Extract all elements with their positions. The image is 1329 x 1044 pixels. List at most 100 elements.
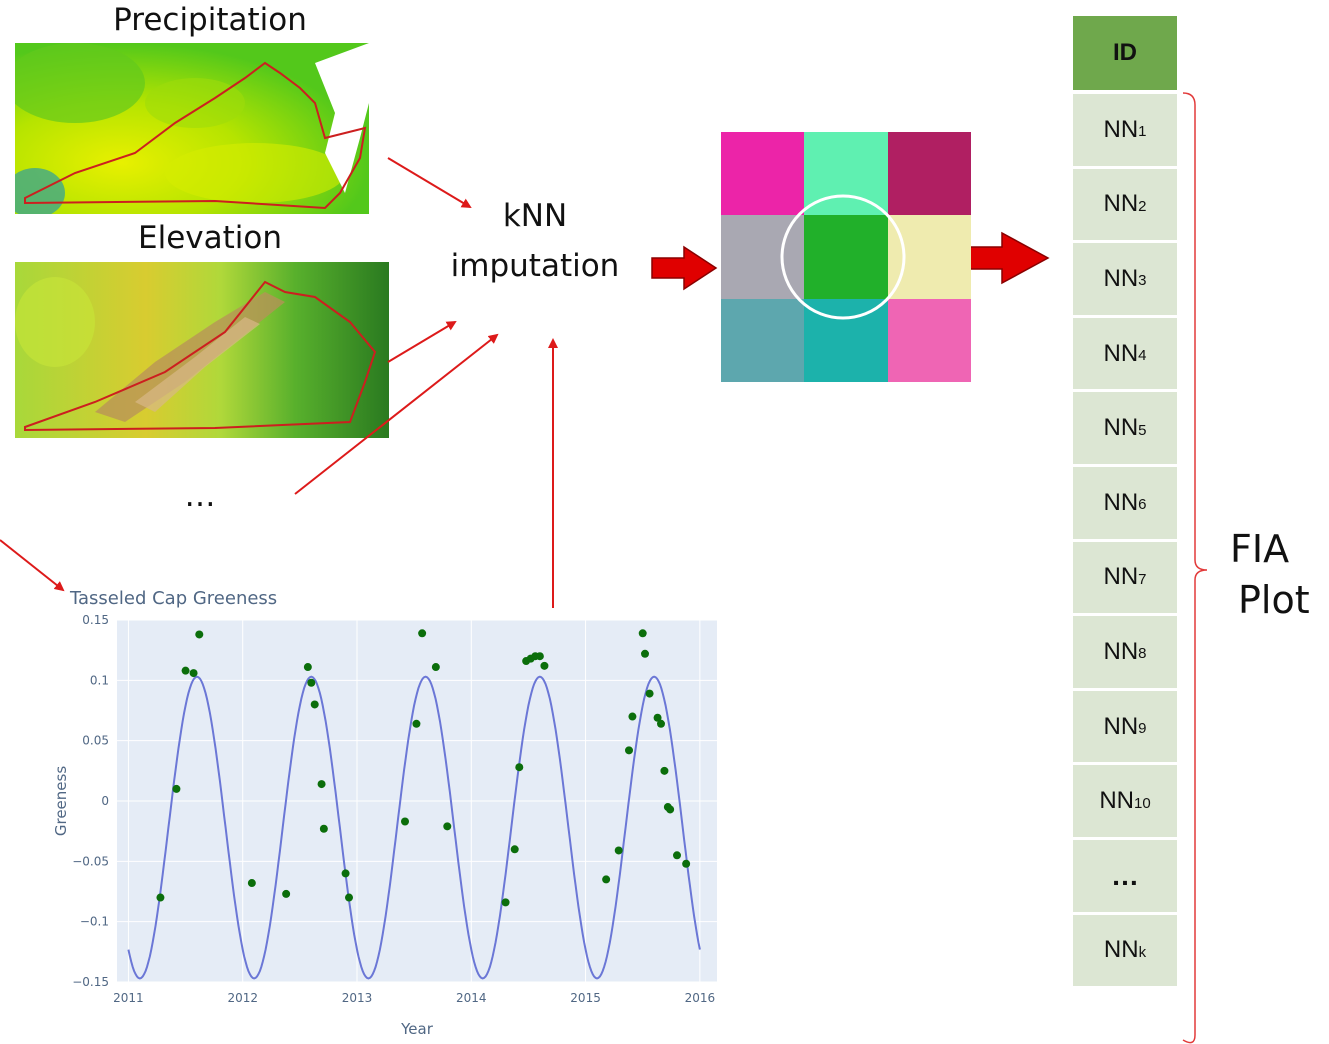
data-point (303, 663, 312, 672)
fia-label: FIA (1230, 527, 1290, 571)
data-point (307, 678, 316, 687)
arrow-precip (387, 157, 472, 209)
data-point (418, 629, 427, 638)
row-label: NN (1103, 712, 1139, 740)
row-subscript: 10 (1133, 794, 1151, 812)
data-point (195, 630, 204, 639)
data-point (501, 898, 510, 907)
data-point (443, 822, 452, 831)
data-point (317, 780, 326, 789)
x-tick-label: 2011 (113, 991, 144, 1005)
data-point (666, 805, 675, 814)
plot-label: Plot (1238, 578, 1310, 622)
y-tick-label: −0.15 (72, 975, 109, 989)
data-point (401, 817, 409, 826)
data-point (189, 669, 198, 678)
table-row-1: NN 1 (1073, 94, 1177, 166)
arrow-left-edge (0, 539, 65, 592)
data-point (673, 851, 681, 860)
row-subscript: 8 (1138, 645, 1147, 663)
data-point (657, 719, 665, 728)
data-point (412, 719, 421, 728)
data-point (628, 712, 637, 721)
table-row-10: NN 10 (1073, 765, 1177, 837)
y-tick-label: −0.1 (80, 915, 109, 929)
y-tick-label: 0 (101, 794, 109, 808)
data-point (431, 663, 440, 672)
x-tick-label: 2013 (342, 991, 373, 1005)
grid-cell-7 (721, 298, 805, 383)
grid-cell-4 (721, 215, 805, 300)
row-subscript: 4 (1138, 347, 1147, 365)
data-point (535, 652, 544, 661)
data-point (319, 824, 328, 833)
table-row-12: NN k (1073, 914, 1177, 987)
row-label: NN (1099, 787, 1134, 815)
table-row-5: NN 5 (1073, 392, 1177, 464)
row-subscript: 5 (1138, 421, 1147, 439)
data-point (341, 869, 350, 878)
table-row-9: NN 9 (1073, 690, 1177, 763)
x-tick-label: 2014 (456, 991, 487, 1005)
data-point (641, 649, 649, 658)
precipitation-label: Precipitation (113, 2, 307, 38)
row-label: NN (1103, 190, 1139, 218)
table-header: ID (1073, 16, 1177, 90)
data-point (181, 666, 190, 675)
x-tick-label: 2016 (685, 991, 716, 1005)
data-point (625, 746, 633, 755)
data-point (510, 845, 519, 854)
data-point (156, 893, 165, 902)
data-point (282, 889, 291, 898)
row-label: NN (1103, 563, 1139, 591)
fia-brace (1182, 92, 1208, 1044)
table-row-7: NN 7 (1073, 541, 1177, 614)
data-point (653, 713, 662, 722)
row-subscript: 7 (1138, 570, 1147, 588)
y-tick-label: 0.05 (82, 734, 109, 748)
row-label: NN (1103, 936, 1139, 964)
arrow-elev (387, 320, 457, 363)
row-label: NN (1103, 115, 1139, 143)
data-point (345, 893, 353, 902)
row-subscript: 1 (1138, 123, 1147, 141)
data-point (660, 766, 669, 775)
chart-title: Tasseled Cap Greeness (70, 588, 278, 609)
data-point (614, 846, 623, 855)
row-subscript: 9 (1138, 720, 1147, 738)
row-subscript: 3 (1138, 272, 1147, 290)
table-row-3: NN 3 (1073, 243, 1177, 315)
x-tick-label: 2015 (570, 991, 601, 1005)
data-point (310, 700, 319, 709)
data-point (540, 661, 549, 670)
row-subscript: k (1138, 943, 1147, 961)
grid-cell-3 (887, 132, 972, 216)
imputation-label: imputation (450, 248, 620, 284)
pixel-grid (721, 132, 972, 383)
y-axis-label: Greeness (52, 766, 70, 836)
data-point (515, 763, 524, 772)
precipitation-map (15, 43, 369, 214)
table-row-4: NN 4 (1073, 317, 1177, 390)
x-axis-label: Year (400, 1020, 434, 1038)
data-point (172, 784, 181, 793)
row-label: … (1111, 859, 1139, 891)
data-point (247, 879, 256, 888)
table-row-8: NN 8 (1073, 616, 1177, 688)
y-tick-label: 0.15 (82, 615, 109, 627)
elevation-map (15, 262, 389, 438)
row-label: NN (1103, 414, 1139, 442)
row-label: NN (1103, 264, 1139, 292)
row-label: NN (1103, 637, 1139, 665)
y-tick-label: −0.05 (72, 854, 109, 868)
arrow-more (294, 333, 499, 495)
data-point (682, 859, 691, 868)
x-tick-label: 2012 (227, 991, 258, 1005)
y-tick-label: 0.1 (90, 673, 109, 687)
table-row-11: … (1073, 840, 1177, 912)
focus-circle (780, 194, 906, 320)
fit-line (127, 675, 701, 980)
data-point (645, 689, 654, 698)
grid-cell-9 (887, 298, 972, 383)
row-subscript: 2 (1138, 197, 1147, 215)
